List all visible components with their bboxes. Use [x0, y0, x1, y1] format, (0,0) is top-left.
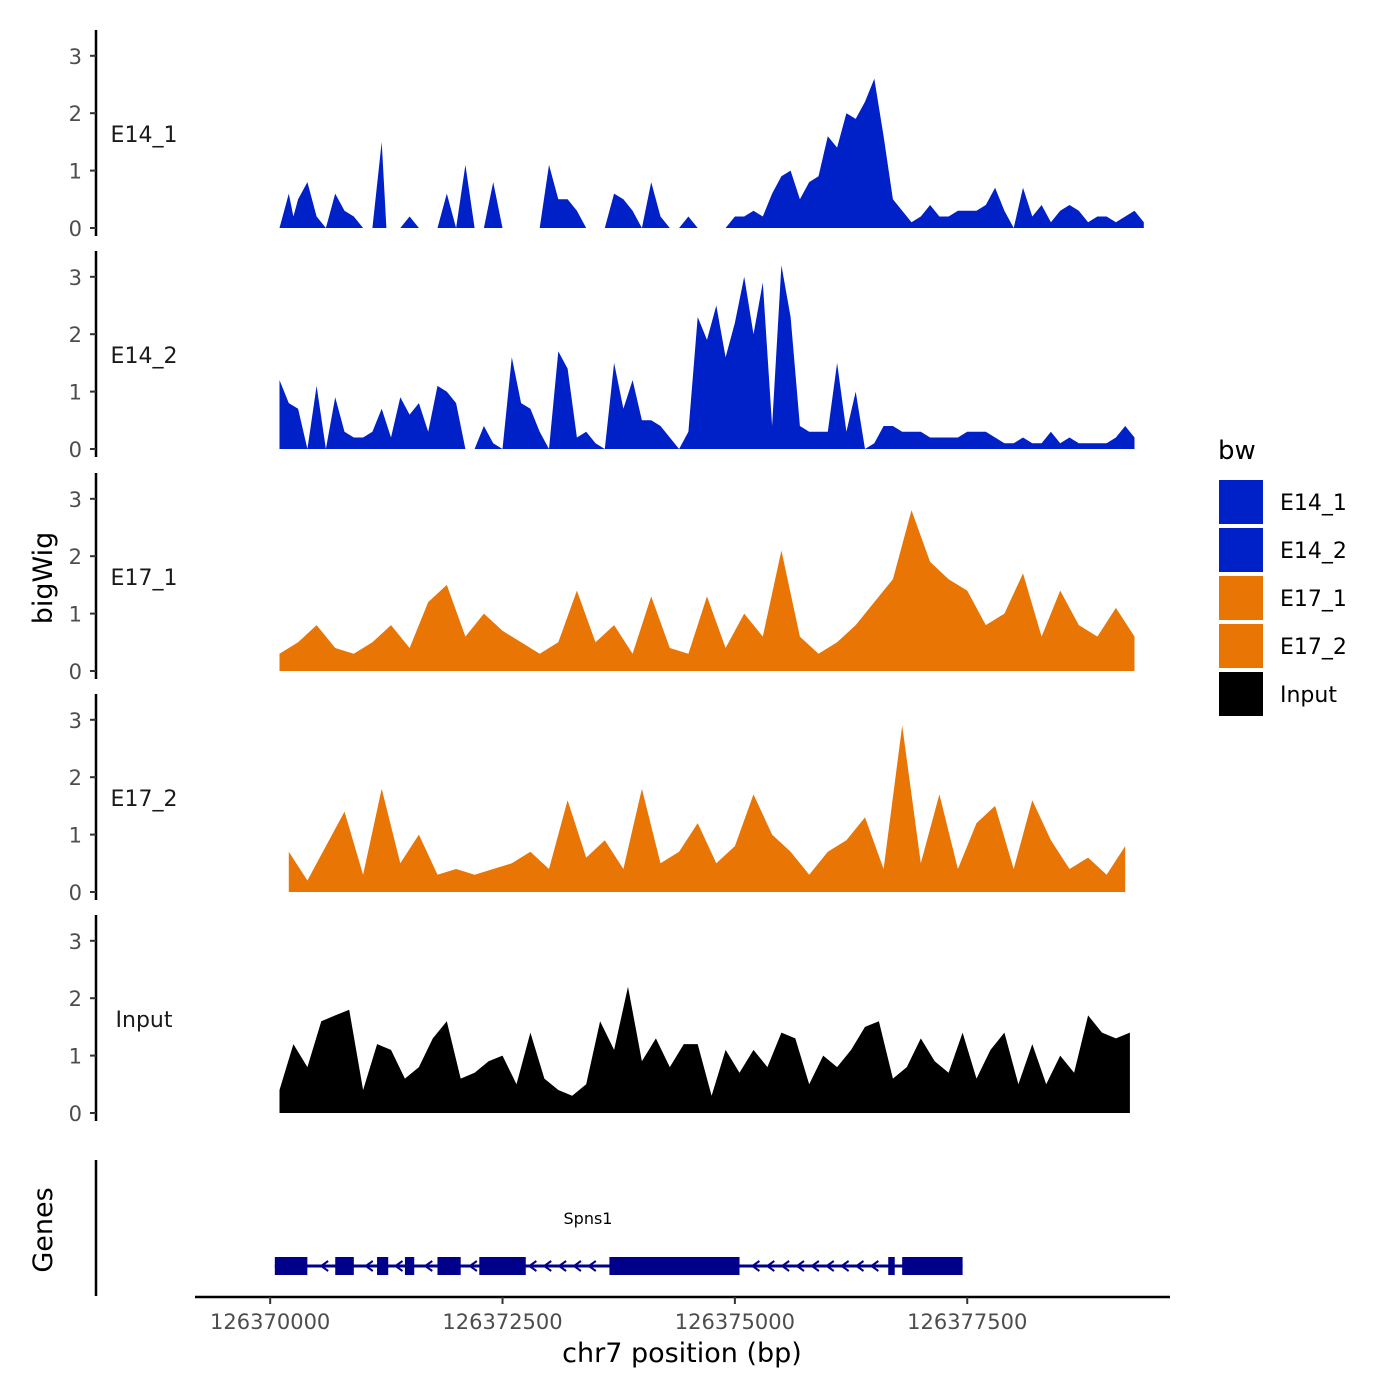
strand-arrow — [795, 1260, 805, 1272]
legend-label: E17_1 — [1280, 587, 1347, 612]
legend-item-E17_1: E17_1 — [1219, 576, 1347, 620]
strand-arrow — [810, 1260, 820, 1272]
gene-exon — [437, 1257, 461, 1275]
track-label-E17_2: E17_2 — [111, 787, 178, 812]
gene-model — [274, 1257, 963, 1275]
gene-exon — [609, 1257, 740, 1275]
y-tick-label: 2 — [69, 545, 82, 569]
strand-arrow — [468, 1260, 478, 1272]
strand-arrow — [765, 1260, 775, 1272]
y-tick-label: 0 — [69, 1102, 82, 1126]
x-axis-title: chr7 position (bp) — [562, 1338, 802, 1369]
strand-arrow — [393, 1260, 404, 1272]
strand-arrow — [825, 1260, 835, 1272]
y-tick-label: 3 — [69, 266, 82, 290]
track-label-Input: Input — [116, 1008, 173, 1033]
legend-swatch — [1219, 576, 1263, 620]
strand-arrow — [319, 1260, 329, 1272]
legend-item-E14_2: E14_2 — [1219, 528, 1347, 572]
y-tick-label: 3 — [69, 930, 82, 954]
y-tick-label: 0 — [69, 660, 82, 684]
strand-arrow — [364, 1260, 374, 1272]
coverage-area-E14_1 — [279, 78, 1144, 228]
strand-arrow — [527, 1260, 537, 1272]
strand-arrow — [869, 1260, 879, 1272]
gene-name-label: Spns1 — [564, 1209, 613, 1228]
track-label-E14_2: E14_2 — [111, 344, 178, 369]
track-E14_1: 0 1 2 3 E14_1 — [69, 30, 1144, 241]
strand-arrow — [423, 1260, 433, 1272]
legend-item-E14_1: E14_1 — [1219, 480, 1347, 524]
track-E17_1: 0 1 2 3 E17_1 — [69, 473, 1135, 684]
y-tick-label: 3 — [69, 488, 82, 512]
coverage-area-E17_2 — [288, 725, 1126, 892]
gene-track: Genes Spns1 — [28, 1160, 963, 1296]
y-tick-label: 1 — [69, 160, 82, 184]
y-tick-label: 3 — [69, 709, 82, 733]
strand-arrow — [557, 1260, 567, 1272]
y-tick-label: 2 — [69, 987, 82, 1011]
x-axis: 126370000 126372500 126375000 126377500 chr… — [195, 1295, 1170, 1369]
track-Input: 0 1 2 3 Input — [69, 915, 1130, 1126]
gene-exon — [479, 1257, 526, 1275]
strand-arrow — [587, 1260, 597, 1272]
y-axis-title: bigWig — [28, 532, 59, 625]
y-tick-label: 1 — [69, 1045, 82, 1069]
gene-exon — [404, 1257, 415, 1275]
track-label-E17_1: E17_1 — [111, 566, 178, 591]
x-tick-label: 126377500 — [907, 1310, 1027, 1334]
y-tick-label: 1 — [69, 381, 82, 405]
legend-title: bw — [1218, 436, 1256, 466]
legend-label: E14_1 — [1280, 491, 1347, 516]
legend-swatch — [1219, 624, 1263, 668]
y-tick-label: 3 — [69, 45, 82, 69]
y-tick-label: 0 — [69, 881, 82, 905]
gene-exon — [902, 1257, 963, 1275]
strand-arrow — [542, 1260, 552, 1272]
y-tick-label: 0 — [69, 438, 82, 462]
y-tick-label: 0 — [69, 217, 82, 241]
legend-item-Input: Input — [1219, 672, 1337, 716]
y-tick-label: 1 — [69, 603, 82, 627]
legend-item-E17_2: E17_2 — [1219, 624, 1347, 668]
coverage-area-Input — [279, 986, 1130, 1113]
strand-arrow — [750, 1260, 760, 1272]
x-tick-label: 126372500 — [442, 1310, 562, 1334]
bigwig-tracks: 0 1 2 3 E14_1 0 1 2 3 E14_2 0 1 2 3 E17_1 0 1 2 3 E17_2 0 1 2 3… — [69, 30, 1144, 1126]
legend-label: E17_2 — [1280, 635, 1347, 660]
legend-swatch — [1219, 480, 1263, 524]
strand-arrow — [572, 1260, 582, 1272]
gene-exon — [335, 1257, 354, 1275]
coverage-area-E14_2 — [279, 265, 1135, 449]
legend-label: Input — [1280, 683, 1337, 708]
gene-exon — [274, 1257, 308, 1275]
y-tick-label: 2 — [69, 102, 82, 126]
genes-track-title: Genes — [28, 1187, 59, 1272]
x-tick-label: 126375000 — [675, 1310, 795, 1334]
strand-arrow — [854, 1260, 865, 1272]
strand-arrow — [839, 1260, 850, 1272]
track-label-E14_1: E14_1 — [111, 123, 178, 148]
track-E17_2: 0 1 2 3 E17_2 — [69, 694, 1126, 905]
legend-swatch — [1219, 528, 1263, 572]
legend-label: E14_2 — [1280, 539, 1347, 564]
legend: bw E14_1 E14_2 E17_1 E17_2 Input — [1218, 436, 1347, 716]
track-E14_2: 0 1 2 3 E14_2 — [69, 251, 1135, 462]
gene-exon — [377, 1257, 389, 1275]
gene-exon — [888, 1257, 895, 1275]
legend-swatch — [1219, 672, 1263, 716]
y-tick-label: 2 — [69, 323, 82, 347]
y-tick-label: 1 — [69, 824, 82, 848]
strand-arrow — [780, 1260, 790, 1272]
x-tick-label: 126370000 — [210, 1310, 330, 1334]
y-tick-label: 2 — [69, 766, 82, 790]
coverage-area-E17_1 — [279, 510, 1135, 671]
